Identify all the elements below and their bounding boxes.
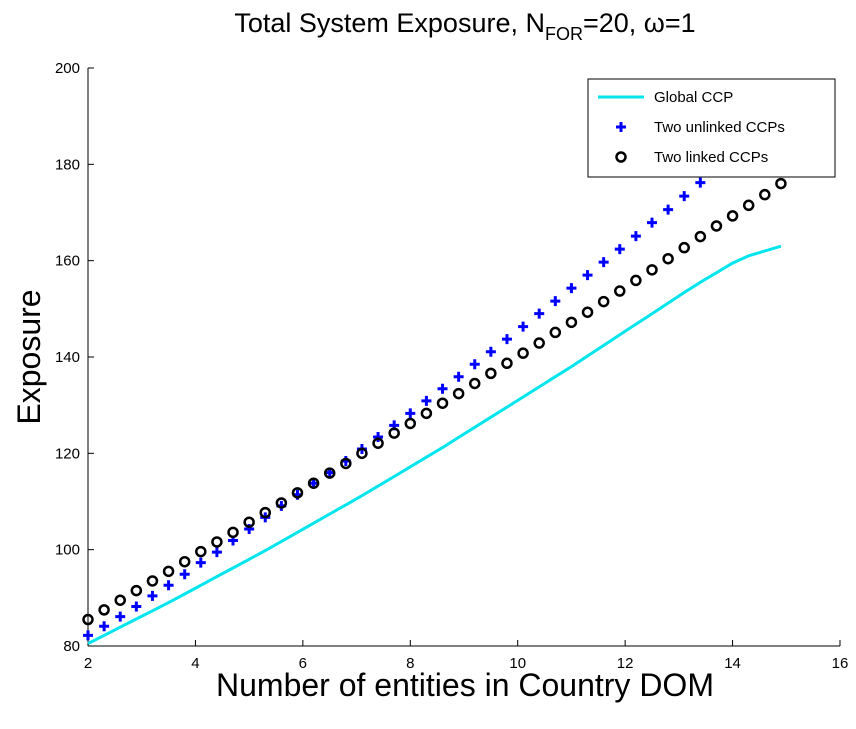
- data-point-linked: [551, 328, 560, 337]
- x-tick-label: 2: [84, 655, 92, 672]
- data-point-linked: [615, 287, 624, 296]
- x-axis-label: Number of entities in Country DOM: [216, 667, 714, 703]
- data-point-linked: [519, 349, 528, 358]
- data-point-linked: [438, 399, 447, 408]
- data-point-linked: [664, 254, 673, 263]
- data-point-unlinked: [470, 359, 480, 369]
- data-point-linked: [744, 201, 753, 210]
- y-tick-label: 100: [55, 542, 80, 559]
- data-point-unlinked: [647, 218, 657, 228]
- data-point-linked: [164, 567, 173, 576]
- data-point-unlinked: [131, 602, 141, 612]
- y-axis-label: Exposure: [11, 289, 47, 424]
- data-point-unlinked: [164, 580, 174, 590]
- y-tick-label: 120: [55, 445, 80, 462]
- data-point-linked: [116, 596, 125, 605]
- y-tick-label: 200: [55, 60, 80, 77]
- data-point-unlinked: [405, 408, 415, 418]
- chart-title: Total System Exposure, NFOR=20, ω=1: [234, 8, 695, 44]
- data-point-linked: [599, 297, 608, 306]
- x-tick-label: 4: [191, 655, 199, 672]
- data-point-unlinked: [115, 612, 125, 622]
- series-1: [83, 178, 705, 641]
- data-point-linked: [535, 339, 544, 348]
- data-point-unlinked: [421, 396, 431, 406]
- data-point-unlinked: [550, 296, 560, 306]
- data-point-linked: [470, 379, 479, 388]
- data-point-unlinked: [534, 309, 544, 319]
- data-point-linked: [132, 586, 141, 595]
- chart-title-prefix: Total System Exposure, N: [234, 8, 545, 38]
- data-point-linked: [229, 528, 238, 537]
- series-2: [84, 179, 786, 624]
- data-point-linked: [454, 389, 463, 398]
- x-tick-label: 14: [724, 655, 741, 672]
- data-point-unlinked: [83, 630, 93, 640]
- data-point-unlinked: [486, 347, 496, 357]
- y-tick-label: 140: [55, 349, 80, 366]
- data-point-unlinked: [615, 244, 625, 254]
- data-point-unlinked: [147, 591, 157, 601]
- chart-title-subscript: FOR: [545, 24, 583, 44]
- data-point-unlinked: [695, 178, 705, 188]
- data-point-linked: [648, 265, 657, 274]
- data-point-linked: [502, 359, 511, 368]
- data-point-linked: [712, 221, 721, 230]
- y-tick-label: 180: [55, 156, 80, 173]
- data-point-unlinked: [518, 322, 528, 332]
- data-point-linked: [212, 537, 221, 546]
- data-point-linked: [696, 232, 705, 241]
- data-point-linked: [760, 190, 769, 199]
- data-point-linked: [148, 576, 157, 585]
- data-point-unlinked: [583, 270, 593, 280]
- data-point-linked: [631, 276, 640, 285]
- chart-title-suffix: =20, ω=1: [583, 8, 696, 38]
- data-point-linked: [567, 318, 576, 327]
- data-point-unlinked: [212, 547, 222, 557]
- data-point-linked: [680, 243, 689, 252]
- y-tick-label: 160: [55, 253, 80, 270]
- series-0: [88, 246, 781, 643]
- data-point-unlinked: [631, 231, 641, 241]
- data-point-unlinked: [454, 372, 464, 382]
- legend-label: Two linked CCPs: [654, 149, 768, 166]
- legend: Global CCP Two unlinked CCPs Two linked CC…: [588, 79, 835, 177]
- series-line-global-ccp: [88, 246, 781, 643]
- x-tick-label: 16: [832, 655, 849, 672]
- data-point-unlinked: [566, 283, 576, 293]
- legend-label: Global CCP: [654, 89, 733, 106]
- data-point-unlinked: [438, 384, 448, 394]
- data-point-linked: [406, 419, 415, 428]
- data-point-unlinked: [180, 569, 190, 579]
- data-point-linked: [422, 409, 431, 418]
- data-point-unlinked: [663, 205, 673, 215]
- data-point-unlinked: [679, 191, 689, 201]
- data-point-linked: [100, 605, 109, 614]
- data-point-linked: [776, 179, 785, 188]
- data-point-linked: [583, 308, 592, 317]
- data-point-unlinked: [599, 257, 609, 267]
- data-point-unlinked: [99, 621, 109, 631]
- data-point-unlinked: [196, 558, 206, 568]
- data-point-linked: [728, 211, 737, 220]
- data-point-unlinked: [502, 334, 512, 344]
- data-point-linked: [196, 547, 205, 556]
- legend-label: Two unlinked CCPs: [654, 119, 785, 136]
- data-point-linked: [486, 369, 495, 378]
- y-tick-label: 80: [63, 638, 80, 655]
- data-point-linked: [180, 557, 189, 566]
- series-layer: [83, 178, 785, 644]
